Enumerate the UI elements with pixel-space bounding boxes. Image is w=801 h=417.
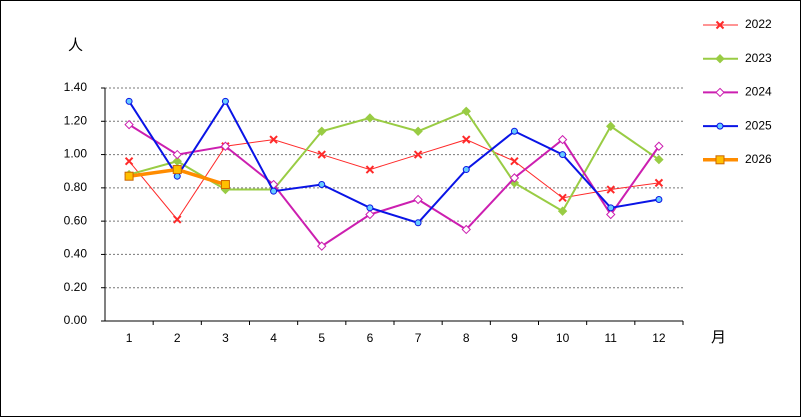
x-tick-label: 5 xyxy=(318,331,325,345)
marker xyxy=(124,119,134,130)
x-tick-label: 11 xyxy=(605,331,618,345)
y-tick-label: 0.00 xyxy=(64,313,88,327)
marker xyxy=(654,154,664,165)
marker xyxy=(715,53,725,64)
marker xyxy=(220,141,231,151)
marker xyxy=(607,204,615,212)
marker xyxy=(715,87,725,98)
y-tick-label: 0.60 xyxy=(64,213,88,227)
x-tick-label: 4 xyxy=(270,331,277,345)
marker xyxy=(124,171,134,181)
marker xyxy=(606,185,615,194)
y-tick-label: 0.20 xyxy=(64,280,88,294)
marker xyxy=(366,204,374,212)
legend-label: 2023 xyxy=(745,51,772,65)
series-line xyxy=(128,110,660,213)
marker xyxy=(124,157,134,166)
x-tick-label: 8 xyxy=(463,331,470,345)
marker xyxy=(413,126,423,136)
marker xyxy=(172,149,182,160)
marker xyxy=(365,113,375,123)
marker xyxy=(414,219,422,227)
x-tick-label: 6 xyxy=(367,331,374,345)
x-tick-label: 3 xyxy=(222,331,229,345)
x-axis-label: 月 xyxy=(711,329,726,346)
marker xyxy=(413,194,423,205)
marker xyxy=(173,215,182,224)
legend-label: 2026 xyxy=(745,152,772,166)
marker xyxy=(173,172,181,180)
marker xyxy=(220,180,230,190)
series-line xyxy=(128,99,660,224)
legend-label: 2022 xyxy=(745,17,772,31)
marker xyxy=(125,97,133,105)
marker xyxy=(557,134,568,145)
marker xyxy=(462,166,470,174)
x-tick-label: 9 xyxy=(511,331,518,345)
marker xyxy=(461,106,471,117)
marker xyxy=(716,122,724,130)
marker xyxy=(269,135,278,144)
marker xyxy=(715,155,725,165)
marker xyxy=(270,187,278,195)
x-tick-label: 7 xyxy=(415,331,422,345)
marker xyxy=(654,141,664,151)
marker xyxy=(317,150,326,159)
marker xyxy=(221,97,229,105)
y-tick-label: 1.20 xyxy=(64,113,88,127)
legend-label: 2024 xyxy=(745,85,772,99)
x-tick-label: 10 xyxy=(556,331,570,345)
x-tick-label: 2 xyxy=(174,331,181,345)
marker xyxy=(413,150,423,159)
marker xyxy=(318,181,326,189)
marker xyxy=(365,209,375,220)
marker xyxy=(317,126,327,136)
y-tick-label: 0.80 xyxy=(64,180,88,194)
y-tick-label: 1.00 xyxy=(64,147,88,161)
x-tick-label: 12 xyxy=(652,331,666,345)
marker xyxy=(461,224,471,235)
marker xyxy=(559,151,567,159)
marker xyxy=(510,157,519,166)
marker xyxy=(172,165,182,175)
marker xyxy=(557,206,568,216)
marker xyxy=(510,127,518,135)
marker xyxy=(655,196,663,204)
marker xyxy=(715,20,725,30)
y-tick-label: 0.40 xyxy=(64,247,88,261)
marker xyxy=(365,165,375,174)
marker xyxy=(606,121,616,131)
marker xyxy=(317,241,327,251)
legend-label: 2025 xyxy=(745,118,772,132)
marker xyxy=(509,173,520,183)
y-tick-label: 1.40 xyxy=(64,80,88,94)
marker xyxy=(654,178,664,188)
x-tick-label: 1 xyxy=(126,331,133,345)
y-axis-label: 人 xyxy=(68,37,83,54)
marker xyxy=(462,135,471,144)
series-line xyxy=(128,123,660,248)
marker xyxy=(558,193,567,203)
marker xyxy=(606,209,616,220)
